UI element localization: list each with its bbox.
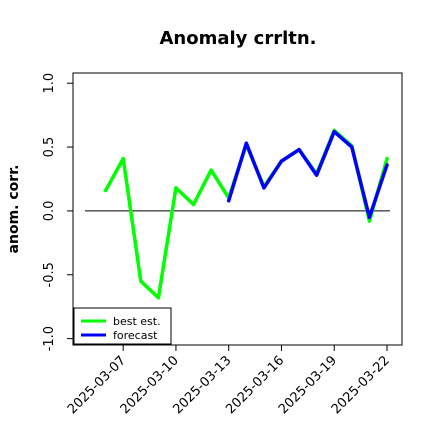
data-point bbox=[262, 186, 266, 190]
data-point bbox=[315, 173, 319, 177]
data-point bbox=[103, 188, 108, 193]
data-point bbox=[367, 219, 372, 223]
data-point bbox=[350, 145, 354, 149]
y-tick-label: -0.5 bbox=[42, 262, 57, 287]
data-point bbox=[385, 156, 389, 161]
data-point bbox=[367, 215, 372, 219]
data-point bbox=[174, 186, 178, 190]
data-point bbox=[191, 202, 196, 207]
y-tick-label: 1.0 bbox=[42, 73, 57, 94]
data-point bbox=[121, 156, 125, 161]
data-point bbox=[385, 163, 389, 167]
series-layer bbox=[103, 128, 389, 300]
data-point bbox=[209, 168, 213, 172]
data-point bbox=[227, 199, 231, 203]
data-point bbox=[156, 296, 160, 300]
chart-title: Anomaly crrltn. bbox=[159, 28, 316, 49]
legend-label-best-est: best est. bbox=[113, 315, 161, 328]
legend-box bbox=[73, 307, 172, 345]
data-point bbox=[332, 130, 336, 134]
legend: best est. forecast bbox=[73, 307, 172, 345]
y-tick-label: 0.5 bbox=[42, 137, 57, 158]
data-point bbox=[244, 141, 248, 145]
plot-area bbox=[72, 72, 403, 346]
y-axis: -1.0 -0.5 0.0 0.5 1.0 bbox=[42, 73, 73, 351]
data-point bbox=[279, 159, 284, 163]
y-tick-label: -1.0 bbox=[42, 326, 57, 351]
data-point bbox=[139, 279, 143, 283]
y-axis-label: anom. corr. bbox=[6, 165, 22, 254]
data-point bbox=[297, 148, 301, 152]
series-line-0 bbox=[103, 128, 389, 300]
x-axis: 2025-03-072025-03-102025-03-132025-03-16… bbox=[65, 345, 393, 417]
legend-label-forecast: forecast bbox=[113, 329, 158, 342]
y-tick-label: 0.0 bbox=[42, 201, 57, 222]
series-line-1 bbox=[226, 129, 389, 220]
